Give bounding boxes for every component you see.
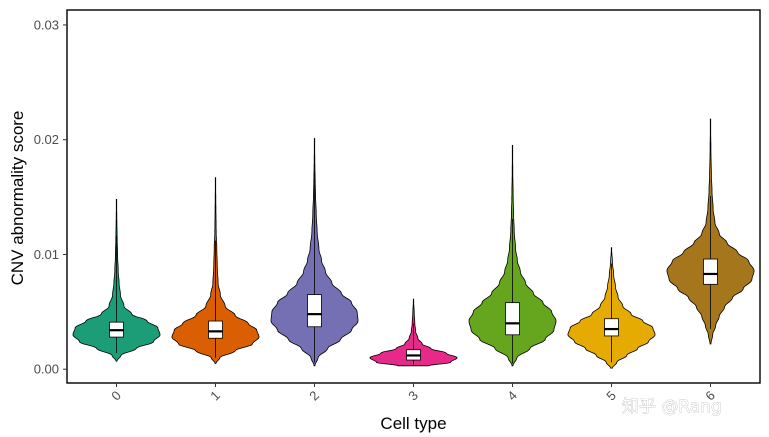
box-4 <box>505 302 520 336</box>
x-tick-label-1: 1 <box>207 388 223 404</box>
box-2 <box>307 294 322 328</box>
y-axis-title: CNV abnormality score <box>8 111 27 286</box>
y-axis: 0.00 0.01 0.02 0.03 <box>34 17 67 377</box>
y-tick-label-3: 0.03 <box>34 17 59 32</box>
watermark-text: 知乎 @Rang <box>622 397 722 417</box>
x-tick-label-3: 3 <box>405 388 421 404</box>
x-tick-label-2: 2 <box>306 388 322 404</box>
x-axis-title: Cell type <box>380 414 446 433</box>
y-tick-label-2: 0.02 <box>34 132 59 147</box>
y-tick-label-0: 0.00 <box>34 362 59 377</box>
box-6 <box>703 258 718 285</box>
x-tick-label-5: 5 <box>603 388 619 404</box>
box-5 <box>604 318 619 337</box>
y-tick-label-1: 0.01 <box>34 247 59 262</box>
x-tick-label-4: 4 <box>504 388 520 404</box>
x-tick-label-0: 0 <box>108 388 124 404</box>
box-1 <box>208 320 223 339</box>
boxplot-layer <box>109 171 718 365</box>
